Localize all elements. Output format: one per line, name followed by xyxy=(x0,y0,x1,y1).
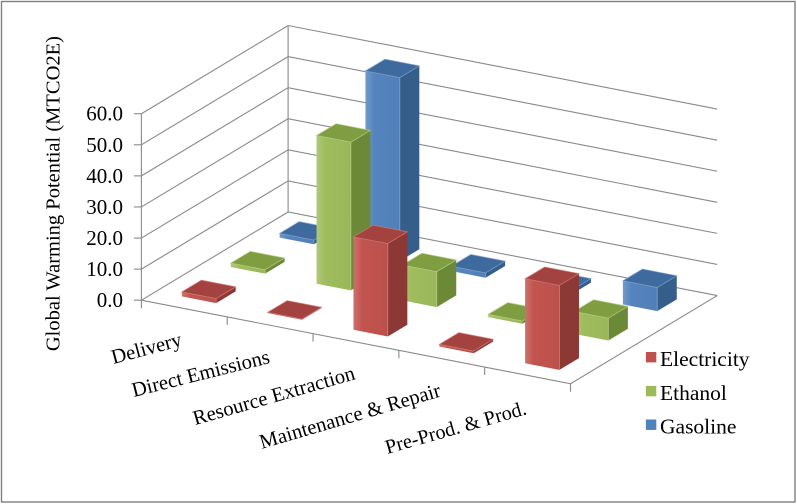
svg-text:Global Warming Potential (MTCO: Global Warming Potential (MTCO2E) xyxy=(42,36,64,351)
svg-text:60.0: 60.0 xyxy=(86,102,123,126)
svg-text:40.0: 40.0 xyxy=(86,164,123,188)
svg-text:10.0: 10.0 xyxy=(86,257,123,281)
svg-text:0.0: 0.0 xyxy=(97,288,123,312)
svg-text:50.0: 50.0 xyxy=(86,133,123,157)
svg-text:20.0: 20.0 xyxy=(86,226,123,250)
svg-text:Gasoline: Gasoline xyxy=(660,415,736,439)
svg-text:Ethanol: Ethanol xyxy=(660,381,727,405)
svg-text:Electricity: Electricity xyxy=(660,347,750,371)
svg-text:30.0: 30.0 xyxy=(86,195,123,219)
